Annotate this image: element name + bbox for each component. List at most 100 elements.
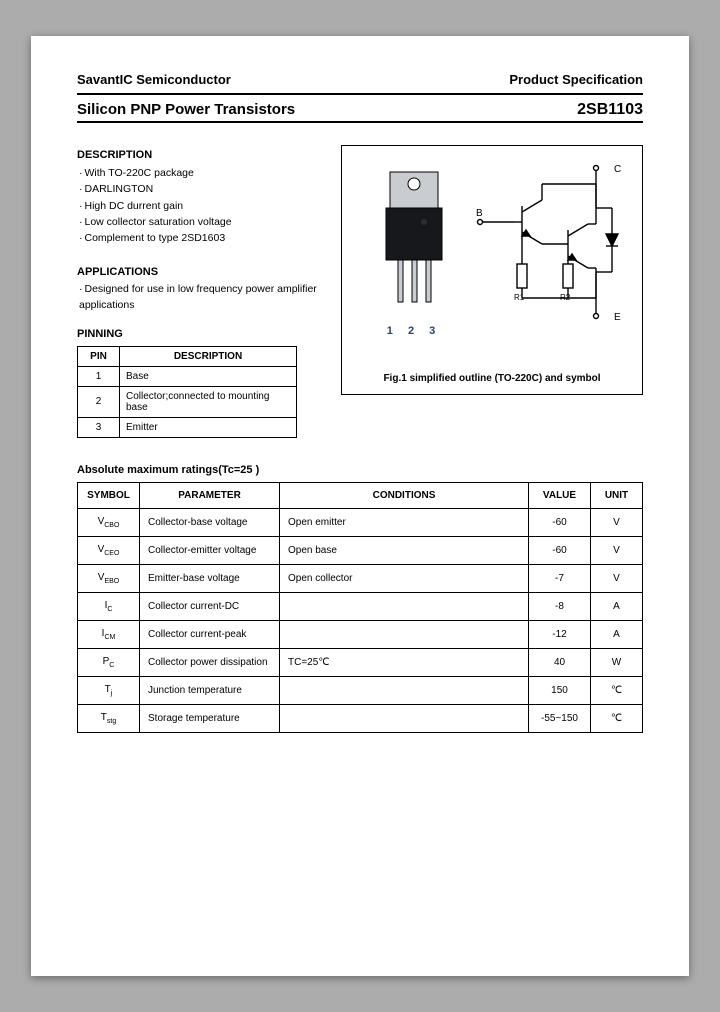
ratings-col-conditions: CONDITIONS (280, 482, 529, 508)
part-number: 2SB1103 (577, 101, 643, 119)
figure-box: 1 2 3 (341, 145, 643, 395)
pin-cell: 1 (78, 366, 120, 386)
value-cell: -60 (529, 508, 591, 536)
title-row: Silicon PNP Power Transistors 2SB1103 (77, 101, 643, 119)
top-two-col: DESCRIPTION With TO-220C package DARLING… (77, 129, 643, 438)
parameter-cell: Collector power dissipation (140, 648, 280, 676)
conditions-cell: Open base (280, 536, 529, 564)
table-row: 3 Emitter (78, 417, 297, 437)
label-c: C (614, 164, 621, 175)
symbol-cell: PC (78, 648, 140, 676)
package-svg (376, 170, 452, 320)
unit-cell: ℃ (591, 704, 643, 732)
table-row: 1 Base (78, 366, 297, 386)
pin-cell: 2 (78, 386, 120, 417)
package-outline: 1 2 3 (376, 170, 452, 320)
applications-list: Designed for use in low frequency power … (77, 282, 327, 314)
value-cell: -7 (529, 564, 591, 592)
table-row: TstgStorage temperature -55~150℃ (78, 704, 643, 732)
unit-cell: V (591, 508, 643, 536)
conditions-cell: TC=25℃ (280, 648, 529, 676)
table-row: VCBOCollector-base voltageOpen emitter-6… (78, 508, 643, 536)
conditions-cell (280, 620, 529, 648)
value-cell: 150 (529, 676, 591, 704)
title-rule (77, 121, 643, 123)
pin-desc-cell: Base (120, 366, 297, 386)
conditions-cell: Open emitter (280, 508, 529, 536)
parameter-cell: Collector-emitter voltage (140, 536, 280, 564)
table-row: PCCollector power dissipationTC=25℃40W (78, 648, 643, 676)
table-row: VEBOEmitter-base voltageOpen collector-7… (78, 564, 643, 592)
conditions-cell (280, 592, 529, 620)
description-heading: DESCRIPTION (77, 149, 327, 161)
schematic-svg: C B E R1 R2 (476, 164, 626, 324)
unit-cell: V (591, 536, 643, 564)
applications-heading: APPLICATIONS (77, 266, 327, 278)
ratings-col-parameter: PARAMETER (140, 482, 280, 508)
product-line: Silicon PNP Power Transistors (77, 101, 295, 118)
unit-cell: ℃ (591, 676, 643, 704)
value-cell: -55~150 (529, 704, 591, 732)
conditions-cell (280, 704, 529, 732)
unit-cell: W (591, 648, 643, 676)
description-list: With TO-220C package DARLINGTON High DC … (77, 165, 327, 246)
ratings-col-unit: UNIT (591, 482, 643, 508)
parameter-cell: Storage temperature (140, 704, 280, 732)
description-item: Low collector saturation voltage (79, 214, 327, 230)
label-r1: R1 (514, 293, 525, 302)
ratings-table: SYMBOL PARAMETER CONDITIONS VALUE UNIT V… (77, 482, 643, 733)
table-row: ICCollector current-DC -8A (78, 592, 643, 620)
conditions-cell (280, 676, 529, 704)
table-row: TjJunction temperature 150℃ (78, 676, 643, 704)
symbol-cell: Tstg (78, 704, 140, 732)
label-r2: R2 (560, 293, 571, 302)
applications-item: Designed for use in low frequency power … (79, 282, 327, 314)
value-cell: 40 (529, 648, 591, 676)
header-rule (77, 93, 643, 95)
pin-numbers-label: 1 2 3 (376, 325, 452, 337)
parameter-cell: Junction temperature (140, 676, 280, 704)
figure-caption: Fig.1 simplified outline (TO-220C) and s… (342, 373, 642, 384)
symbol-cell: IC (78, 592, 140, 620)
unit-cell: A (591, 592, 643, 620)
parameter-cell: Collector current-DC (140, 592, 280, 620)
parameter-cell: Emitter-base voltage (140, 564, 280, 592)
label-b: B (476, 208, 483, 219)
left-column: DESCRIPTION With TO-220C package DARLING… (77, 129, 327, 438)
pin-desc-cell: Collector;connected to mounting base (120, 386, 297, 417)
right-column: 1 2 3 (341, 129, 643, 395)
pinning-col-desc: DESCRIPTION (120, 346, 297, 366)
description-item: With TO-220C package (79, 165, 327, 181)
table-row: ICMCollector current-peak -12A (78, 620, 643, 648)
pinning-table: PIN DESCRIPTION 1 Base 2 Collector;conne… (77, 346, 297, 438)
doc-type: Product Specification (509, 72, 643, 87)
symbol-cell: VCEO (78, 536, 140, 564)
ratings-col-value: VALUE (529, 482, 591, 508)
value-cell: -12 (529, 620, 591, 648)
company-name: SavantIC Semiconductor (77, 72, 231, 87)
ratings-col-symbol: SYMBOL (78, 482, 140, 508)
schematic-symbol: C B E R1 R2 (476, 164, 626, 324)
symbol-cell: VCBO (78, 508, 140, 536)
symbol-cell: VEBO (78, 564, 140, 592)
parameter-cell: Collector-base voltage (140, 508, 280, 536)
datasheet-page: SavantIC Semiconductor Product Specifica… (31, 36, 689, 976)
label-e: E (614, 312, 621, 323)
parameter-cell: Collector current-peak (140, 620, 280, 648)
table-row: 2 Collector;connected to mounting base (78, 386, 297, 417)
value-cell: -8 (529, 592, 591, 620)
description-item: Complement to type 2SD1603 (79, 230, 327, 246)
page-header: SavantIC Semiconductor Product Specifica… (77, 72, 643, 87)
unit-cell: V (591, 564, 643, 592)
value-cell: -60 (529, 536, 591, 564)
pin-cell: 3 (78, 417, 120, 437)
description-item: High DC durrent gain (79, 198, 327, 214)
symbol-cell: Tj (78, 676, 140, 704)
conditions-cell: Open collector (280, 564, 529, 592)
symbol-cell: ICM (78, 620, 140, 648)
pinning-heading: PINNING (77, 328, 327, 340)
pinning-col-pin: PIN (78, 346, 120, 366)
table-row: VCEOCollector-emitter voltageOpen base-6… (78, 536, 643, 564)
ratings-heading: Absolute maximum ratings(Tc=25 ) (77, 464, 643, 476)
unit-cell: A (591, 620, 643, 648)
